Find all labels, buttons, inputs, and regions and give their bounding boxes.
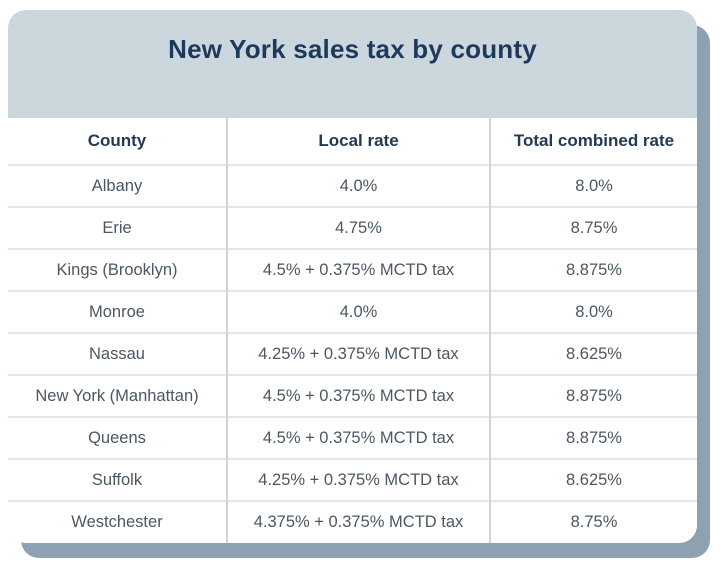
local-rate-cell: 4.375% + 0.375% MCTD tax xyxy=(226,500,490,543)
column-header-local-rate: Local rate xyxy=(226,118,490,165)
combined-rate-cell: 8.0% xyxy=(489,290,697,333)
local-rate-cell: 4.5% + 0.375% MCTD tax xyxy=(226,248,490,291)
combined-rate-cell: 8.75% xyxy=(489,206,697,249)
table-row: Nassau 4.25% + 0.375% MCTD tax 8.625% xyxy=(8,332,697,375)
combined-rate-cell: 8.875% xyxy=(489,374,697,417)
table-body: Albany 4.0% 8.0% Erie 4.75% 8.75% Kings (Brook… xyxy=(8,164,697,543)
county-cell: Monroe xyxy=(8,290,227,333)
county-cell: New York (Manhattan) xyxy=(8,374,227,417)
combined-rate-cell: 8.625% xyxy=(489,332,697,375)
combined-rate-cell: 8.0% xyxy=(489,164,697,207)
local-rate-cell: 4.5% + 0.375% MCTD tax xyxy=(226,416,490,459)
column-header-combined-rate: Total combined rate xyxy=(489,118,697,165)
table-row: Albany 4.0% 8.0% xyxy=(8,164,697,207)
county-cell: Nassau xyxy=(8,332,227,375)
county-cell: Albany xyxy=(8,164,227,207)
county-cell: Kings (Brooklyn) xyxy=(8,248,227,291)
county-cell: Suffolk xyxy=(8,458,227,501)
local-rate-cell: 4.5% + 0.375% MCTD tax xyxy=(226,374,490,417)
county-cell: Queens xyxy=(8,416,227,459)
combined-rate-cell: 8.875% xyxy=(489,248,697,291)
local-rate-cell: 4.0% xyxy=(226,164,490,207)
table-row: Suffolk 4.25% + 0.375% MCTD tax 8.625% xyxy=(8,458,697,501)
local-rate-cell: 4.0% xyxy=(226,290,490,333)
combined-rate-cell: 8.625% xyxy=(489,458,697,501)
combined-rate-cell: 8.875% xyxy=(489,416,697,459)
local-rate-cell: 4.75% xyxy=(226,206,490,249)
sales-tax-table: County Local rate Total combined rate Al… xyxy=(8,118,697,543)
table-row: Erie 4.75% 8.75% xyxy=(8,206,697,249)
table-row: Monroe 4.0% 8.0% xyxy=(8,290,697,333)
sales-tax-card: New York sales tax by county County Loca… xyxy=(8,10,697,543)
table-row: New York (Manhattan) 4.5% + 0.375% MCTD t… xyxy=(8,374,697,417)
page-title: New York sales tax by county xyxy=(168,34,537,64)
county-cell: Westchester xyxy=(8,500,227,543)
county-cell: Erie xyxy=(8,206,227,249)
table-row: Queens 4.5% + 0.375% MCTD tax 8.875% xyxy=(8,416,697,459)
combined-rate-cell: 8.75% xyxy=(489,500,697,543)
card-header: New York sales tax by county xyxy=(8,10,697,118)
column-header-county: County xyxy=(87,131,147,150)
table-header-row: County Local rate Total combined rate xyxy=(8,118,697,165)
table-row: Westchester 4.375% + 0.375% MCTD tax 8.75% xyxy=(8,500,697,543)
local-rate-cell: 4.25% + 0.375% MCTD tax xyxy=(226,332,490,375)
table-row: Kings (Brooklyn) 4.5% + 0.375% MCTD tax 8.… xyxy=(8,248,697,291)
local-rate-cell: 4.25% + 0.375% MCTD tax xyxy=(226,458,490,501)
